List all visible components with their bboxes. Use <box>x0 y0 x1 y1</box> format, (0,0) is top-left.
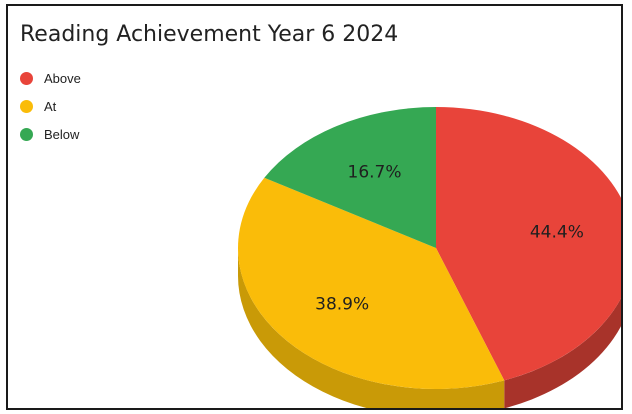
pie-slice-below <box>264 107 436 248</box>
pie-slice-above <box>436 107 621 381</box>
legend-item-at: At <box>20 92 81 120</box>
legend-swatch-at <box>20 99 33 113</box>
pie-side-at <box>238 248 505 408</box>
legend-swatch-below <box>20 127 33 141</box>
pie-chart: 44.4% 38.9% 16.7% <box>238 107 621 408</box>
legend-item-below: Below <box>20 120 81 148</box>
legend-label-at: At <box>44 98 57 114</box>
legend-swatch-above <box>20 71 33 85</box>
legend-label-below: Below <box>44 126 80 142</box>
pie-slice-at <box>238 177 505 389</box>
legend-item-above: Above <box>20 64 81 92</box>
legend-label-above: Above <box>44 70 81 86</box>
chart-title: Reading Achievement Year 6 2024 <box>20 22 399 47</box>
chart-legend: Above At Below <box>20 64 81 148</box>
chart-frame: Reading Achievement Year 6 2024 Above At… <box>6 4 623 410</box>
slice-label-at: 38.9% <box>315 294 369 314</box>
pie-side-above <box>504 298 621 408</box>
slice-label-below: 16.7% <box>348 162 402 182</box>
slice-label-above: 44.4% <box>530 223 584 243</box>
